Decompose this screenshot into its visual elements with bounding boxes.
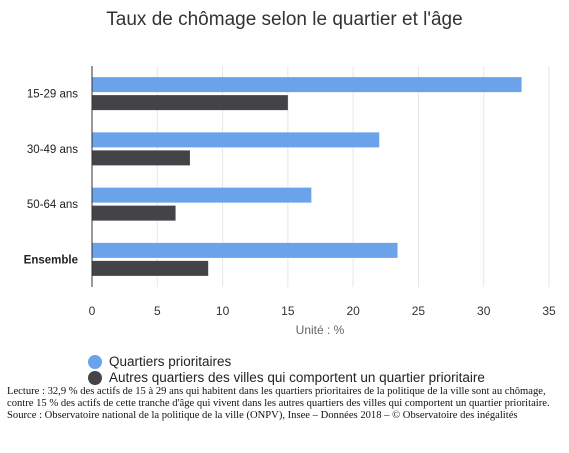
category-labels: 15-29 ans 30-49 ans 50-64 ans Ensemble	[24, 89, 79, 267]
x-tick-labels: 0 5 10 15 20 25 30 35	[89, 304, 556, 318]
x-tick-label: 10	[216, 304, 230, 318]
bar-prioritaires-3[interactable]	[92, 187, 312, 203]
bar-autres-2[interactable]	[92, 150, 190, 166]
x-tick-label: 35	[542, 304, 556, 318]
bar-prioritaires-2[interactable]	[92, 132, 380, 148]
bars	[92, 77, 522, 276]
x-tick-label: 15	[281, 304, 295, 318]
legend-item-series-1[interactable]: Quartiers prioritaires	[88, 354, 231, 369]
chart-title: Taux de chômage selon le quartier et l'â…	[106, 9, 463, 30]
lecture-note: Lecture : 32,9 % des actifs de 15 à 29 a…	[7, 386, 550, 410]
source-note: Source : Observatoire national de la pol…	[7, 410, 518, 422]
bar-autres-1[interactable]	[92, 95, 288, 111]
chart-notes: Lecture : 32,9 % des actifs de 15 à 29 a…	[7, 386, 559, 423]
category-label: Ensemble	[24, 254, 78, 266]
category-label: 50-64 ans	[27, 199, 78, 211]
x-axis-label: Unité : %	[296, 323, 345, 337]
legend-marker-dark	[88, 370, 102, 385]
bar-autres-4[interactable]	[92, 260, 209, 276]
legend-marker-blue	[88, 354, 102, 369]
bar-prioritaires-4[interactable]	[92, 242, 398, 258]
x-tick-label: 5	[154, 304, 161, 318]
bar-prioritaires-1[interactable]	[92, 77, 522, 93]
legend-label: Quartiers prioritaires	[109, 354, 232, 369]
x-tick-label: 20	[346, 304, 360, 318]
x-tick-label: 25	[412, 304, 426, 318]
x-tick-label: 0	[89, 304, 96, 318]
bar-autres-3[interactable]	[92, 205, 176, 221]
legend-item-series-2[interactable]: Autres quartiers des villes qui comporte…	[88, 370, 485, 385]
category-label: 15-29 ans	[27, 89, 78, 101]
bar-chart: 15-29 ans 30-49 ans 50-64 ans Ensemble 0 5 10…	[24, 66, 556, 337]
legend-label: Autres quartiers des villes qui comporte…	[109, 370, 485, 385]
x-tick-label: 30	[477, 304, 491, 318]
category-label: 30-49 ans	[27, 144, 78, 156]
